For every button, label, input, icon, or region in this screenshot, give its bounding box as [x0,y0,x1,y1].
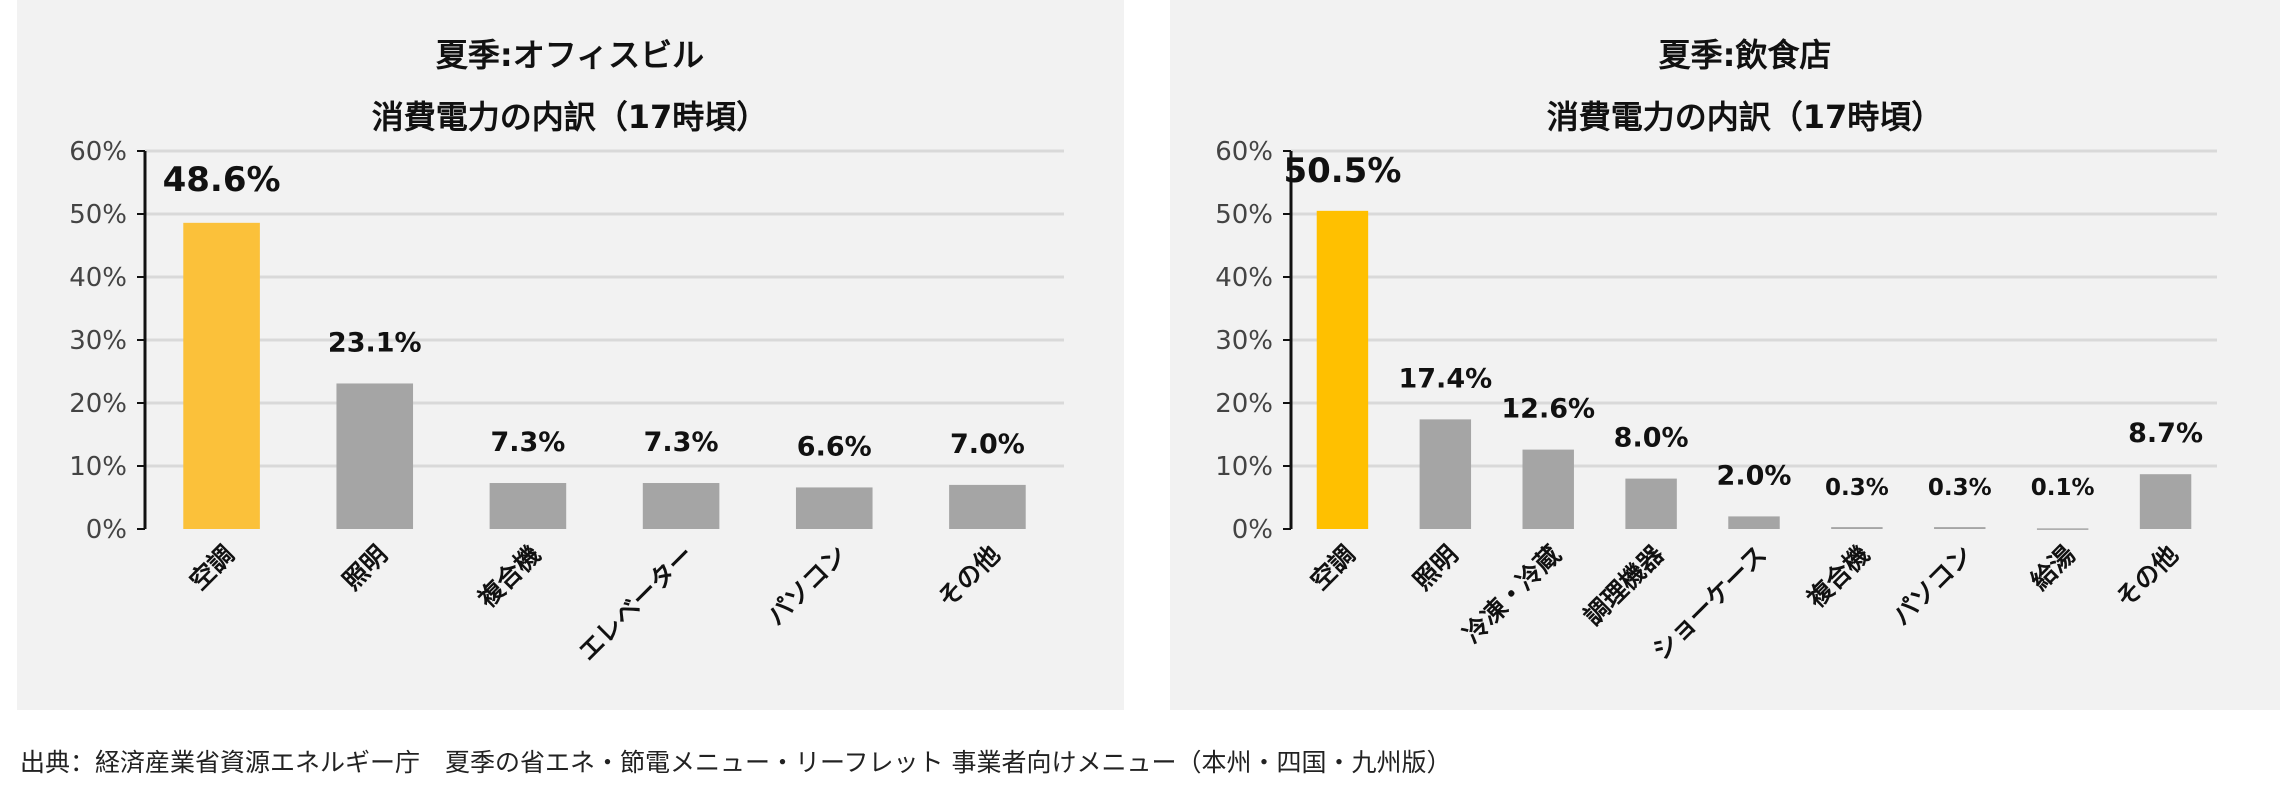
data-label: 7.0% [950,429,1025,460]
data-label: 7.3% [644,427,719,458]
bar-1 [336,383,414,529]
data-label: 23.1% [328,327,422,358]
bar-5 [1831,527,1883,529]
data-label: 6.6% [797,431,872,462]
bar-6 [1934,527,1986,529]
bar-2 [1522,449,1574,529]
bar-7 [2036,528,2089,530]
bar-0 [183,222,260,529]
data-label: 2.0% [1717,460,1792,491]
data-label: 12.6% [1501,394,1595,425]
y-tick-label: 20% [1215,389,1273,419]
bar-1 [1419,419,1472,529]
chart-subtitle: 消費電力の内訳（17時頃） [372,98,769,136]
bar-4 [795,487,873,529]
y-tick-label: 20% [69,389,127,419]
y-tick-label: 10% [69,452,127,482]
bar-2 [489,483,567,529]
data-label: 0.3% [1928,475,1992,501]
y-tick-label: 60% [69,137,127,167]
chart-subtitle: 消費電力の内訳（17時頃） [1547,98,1944,136]
y-tick-label: 40% [1215,263,1273,293]
chart-title: 夏季:飲食店 [1659,36,1832,74]
data-label: 48.6% [163,160,281,200]
bar-0 [1316,210,1369,529]
y-tick-label: 30% [1215,326,1273,356]
y-tick-label: 50% [69,200,127,230]
chart-title: 夏季:オフィスビル [436,36,704,74]
data-label: 50.5% [1283,151,1401,191]
data-label: 17.4% [1398,363,1492,394]
bar-5 [949,484,1026,529]
source-footnote: 出典：経済産業省資源エネルギー庁 夏季の省エネ・節電メニュー・リーフレット 事業… [20,748,1452,777]
bar-8 [2139,474,2192,529]
data-label: 0.1% [2031,475,2095,501]
y-tick-label: 30% [69,326,127,356]
bar-4 [1728,516,1780,529]
y-tick-label: 10% [1215,452,1273,482]
data-label: 7.3% [490,427,565,458]
data-label: 8.7% [2128,418,2203,449]
bar-3 [1625,478,1677,529]
y-tick-label: 60% [1215,137,1273,167]
y-tick-label: 0% [1232,515,1273,545]
y-tick-label: 50% [1215,200,1273,230]
y-tick-label: 0% [86,515,127,545]
bar-3 [642,483,720,529]
data-label: 8.0% [1614,423,1689,454]
y-tick-label: 40% [69,263,127,293]
data-label: 0.3% [1825,475,1889,501]
